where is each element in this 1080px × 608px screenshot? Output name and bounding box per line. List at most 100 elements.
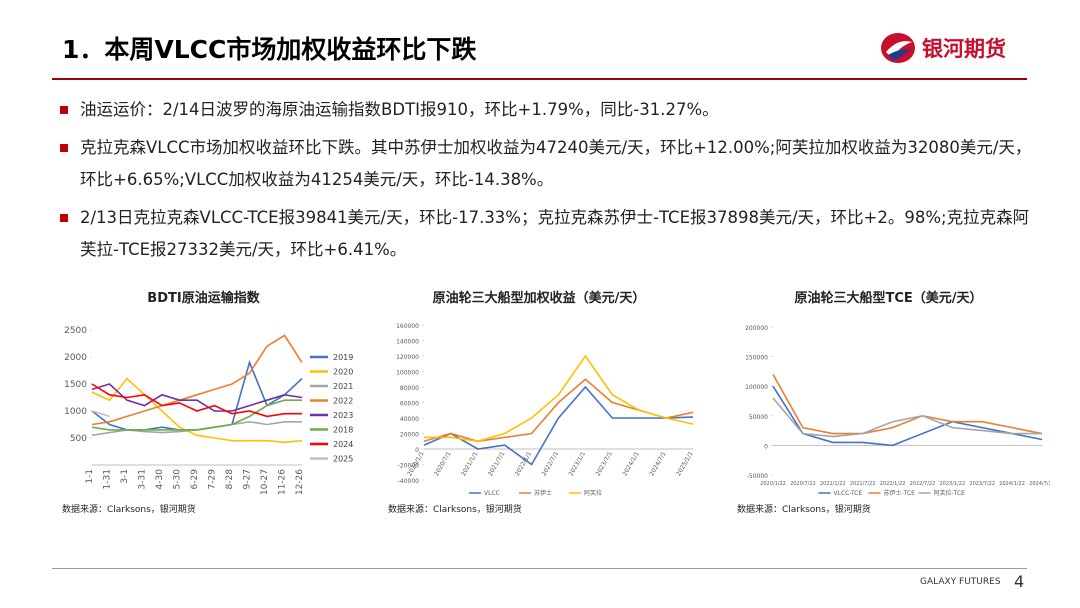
- y-tick-label: 2000: [64, 353, 87, 363]
- y-tick-label: 100000: [396, 370, 419, 377]
- chart: BDTI原油运输指数 500 1000 1500 2000 2500 1-1 1-31 3-1 3…: [62, 290, 353, 515]
- series-line: [423, 385, 694, 466]
- legend-label: 阿芙拉: [584, 489, 602, 497]
- series-line: [91, 410, 110, 418]
- y-tick-label: 2500: [64, 326, 87, 336]
- x-tick-label: 4-30: [155, 469, 165, 490]
- x-tick-label: 2024/1/1: [621, 450, 641, 477]
- legend-label: 苏伊士-TCE: [884, 489, 916, 497]
- legend-label: VLCC-TCE: [834, 490, 863, 497]
- y-tick-label: -50000: [747, 473, 768, 480]
- x-tick-label: 2023/1/22: [940, 481, 966, 487]
- y-tick-label: 140000: [396, 339, 419, 346]
- y-tick-label: 120000: [396, 354, 419, 361]
- slide-title: 1．本周VLCC市场加权收益环比下跌: [62, 35, 477, 64]
- y-tick-label: 0: [764, 443, 768, 450]
- x-tick-label: 9-27: [243, 469, 253, 489]
- x-tick-label: 1-31: [103, 469, 113, 489]
- chart: 原油轮三大船型加权收益（美元/天） -40000 -20000 0 20000 40000…: [388, 290, 695, 515]
- y-tick-label: 50000: [749, 414, 768, 421]
- x-tick-label: 2020/7/1: [433, 450, 453, 477]
- bullet: 克拉克森VLCC市场加权收益环比下跌。其中苏伊士加权收益为47240美元/天，环…: [58, 132, 1033, 196]
- y-tick-label: 200000: [745, 325, 768, 332]
- legend-label: 2024: [333, 440, 353, 449]
- legend-label: 2023: [333, 411, 353, 420]
- x-tick-label: 2020/7/22: [790, 481, 816, 487]
- series-line: [424, 354, 694, 443]
- x-tick-label: 2021/7/22: [850, 481, 876, 487]
- y-tick-label: 40000: [400, 416, 419, 423]
- x-tick-label: 2024/1/22: [999, 481, 1025, 487]
- source-note: 数据来源：Clarksons，银河期货: [388, 503, 522, 515]
- x-tick-label: 2022/7/1: [541, 450, 561, 477]
- logo-text: 银河期货: [922, 37, 1006, 61]
- source-note: 数据来源：Clarksons，银河期货: [62, 503, 196, 515]
- x-tick-label: 3-1: [120, 469, 130, 484]
- series-line: [423, 378, 694, 443]
- x-tick-label: 2023/1/1: [568, 450, 588, 477]
- x-tick-label: 2024/7/1: [648, 450, 668, 477]
- y-tick-label: -40000: [398, 478, 419, 485]
- x-tick-label: 3-31: [138, 469, 148, 489]
- legend-label: 2022: [333, 397, 353, 406]
- x-tick-label: 12-26: [295, 469, 305, 495]
- y-tick-label: -20000: [398, 463, 419, 470]
- y-tick-label: 80000: [400, 385, 419, 392]
- title-rule: [52, 78, 1027, 80]
- legend-label: 苏伊士: [534, 489, 552, 497]
- x-tick-label: 2021/7/1: [487, 450, 507, 477]
- series-line: [91, 399, 302, 431]
- logo: 银河期货: [881, 33, 1006, 63]
- legend-label: 2018: [333, 426, 353, 435]
- y-tick-label: 0: [415, 447, 419, 454]
- x-tick-label: 2022/1/22: [880, 481, 906, 487]
- x-tick-label: 6-29: [190, 469, 200, 490]
- legend-label: 2025: [333, 455, 353, 464]
- legend-label: 阿芙拉-TCE: [934, 489, 966, 497]
- y-tick-label: 1000: [64, 407, 87, 417]
- y-tick-label: 160000: [396, 323, 419, 330]
- x-tick-label: 2021/1/22: [820, 481, 846, 487]
- legend-label: 2021: [333, 382, 353, 391]
- x-tick-label: 2024/7/22: [1029, 481, 1050, 487]
- series-line: [91, 334, 303, 426]
- y-tick-label: 500: [70, 434, 87, 444]
- legend-label: 2020: [333, 368, 353, 377]
- bullet: 2/13日克拉克森VLCC-TCE报39841美元/天，环比-17.33%；克拉…: [58, 202, 1033, 266]
- legend-label: VLCC: [484, 490, 500, 497]
- x-tick-label: 7-29: [208, 469, 218, 490]
- series-line: [772, 385, 1043, 447]
- y-tick-label: 20000: [400, 432, 419, 439]
- logo-swoosh: [888, 49, 910, 61]
- x-tick-label: 10-27: [260, 469, 270, 495]
- chart-panel: BDTI原油运输指数 500 1000 1500 2000 2500 1-1 1-31 3-1 3…: [52, 285, 355, 520]
- x-tick-label: 2021/1/1: [460, 450, 480, 477]
- x-tick-label: 2025/1/1: [675, 450, 695, 477]
- legend-label: 2019: [333, 353, 353, 362]
- chart-panel: 原油轮三大船型TCE（美元/天） -50000 0 50000 100000 150000…: [727, 285, 1055, 520]
- y-tick-label: 60000: [400, 401, 419, 408]
- chart: 原油轮三大船型TCE（美元/天） -50000 0 50000 100000 150000…: [737, 290, 1055, 515]
- x-tick-label: 11-26: [278, 469, 288, 495]
- footer-brand: GALAXY FUTURES: [920, 577, 1001, 587]
- source-note: 数据来源：Clarksons，银河期货: [737, 503, 871, 515]
- x-tick-label: 2020/1/22: [760, 481, 786, 487]
- y-tick-label: 1500: [64, 380, 87, 390]
- x-tick-label: 5-30: [173, 469, 183, 490]
- x-tick-label: 8-28: [225, 469, 235, 490]
- chart-title: BDTI原油运输指数: [147, 290, 260, 306]
- series-line: [772, 397, 1042, 438]
- page-number: 4: [1014, 572, 1025, 591]
- series-line: [91, 377, 303, 444]
- x-tick-label: 2022/7/22: [910, 481, 936, 487]
- bullet-list: 油运运价：2/14日波罗的海原油运输指数BDTI报910，环比+1.79%，同比…: [58, 94, 1033, 272]
- x-tick-label: 2023/7/22: [969, 481, 995, 487]
- chart-panel: 原油轮三大船型加权收益（美元/天） -40000 -20000 0 20000 40000…: [378, 285, 700, 520]
- x-tick-label: 2023/7/1: [594, 450, 614, 477]
- chart-title: 原油轮三大船型TCE（美元/天）: [794, 290, 982, 306]
- series-line: [772, 373, 1043, 435]
- footer-rule: [52, 568, 1027, 569]
- series-line: [91, 383, 303, 412]
- y-tick-label: 100000: [745, 384, 768, 391]
- chart-title: 原油轮三大船型加权收益（美元/天）: [433, 290, 646, 306]
